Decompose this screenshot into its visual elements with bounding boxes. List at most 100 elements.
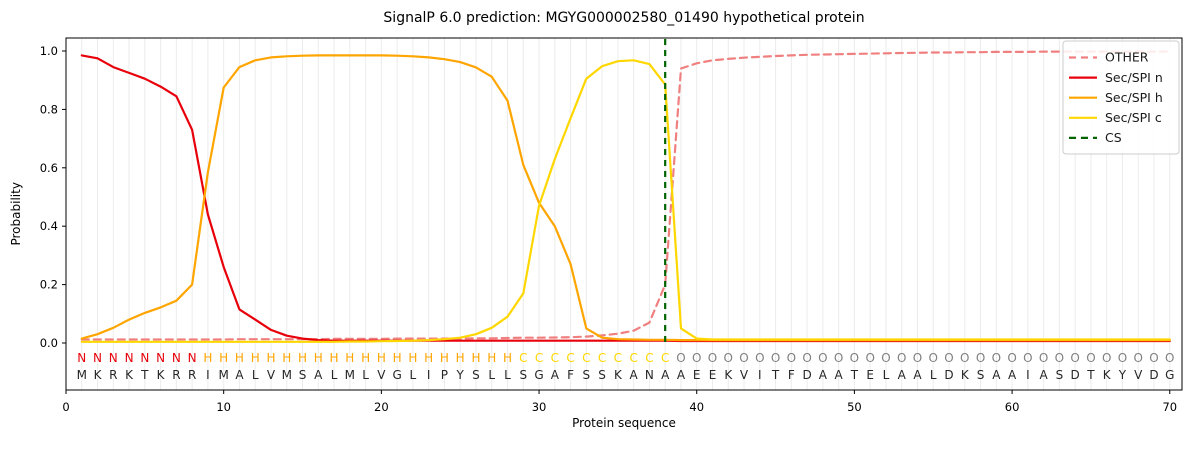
residue-letter: A <box>235 368 244 382</box>
region-letter: H <box>440 351 449 365</box>
residue-letter: F <box>567 368 574 382</box>
region-letter: C <box>598 351 606 365</box>
region-letter: O <box>755 351 764 365</box>
region-letter: H <box>251 351 260 365</box>
region-letter: C <box>614 351 622 365</box>
legend-label: CS <box>1105 130 1122 145</box>
legend-label: Sec/SPI c <box>1105 110 1162 125</box>
region-letter: H <box>361 351 370 365</box>
residue-letter: L <box>252 368 259 382</box>
x-axis-label: Protein sequence <box>572 416 676 430</box>
region-letter: O <box>834 351 843 365</box>
residue-letter: K <box>125 368 134 382</box>
region-letter: H <box>203 351 212 365</box>
region-letter: H <box>219 351 228 365</box>
region-letter: H <box>377 351 386 365</box>
residue-letter: D <box>802 368 811 382</box>
legend-label: OTHER <box>1105 50 1149 65</box>
residue-letter: A <box>913 368 922 382</box>
residue-letter: G <box>534 368 543 382</box>
residue-letter: M <box>77 368 87 382</box>
residue-letter: A <box>1040 368 1049 382</box>
region-letter: H <box>424 351 433 365</box>
region-letter: O <box>1102 351 1111 365</box>
region-letter: O <box>802 351 811 365</box>
region-letter: C <box>551 351 559 365</box>
residue-letter: M <box>219 368 229 382</box>
residue-letter: A <box>835 368 844 382</box>
y-tick-label: 0.6 <box>40 161 58 175</box>
residue-letter: S <box>519 368 527 382</box>
residue-letter: A <box>1008 368 1017 382</box>
region-letter: N <box>77 351 86 365</box>
region-letter: C <box>535 351 543 365</box>
legend-item-sec-spi-c: Sec/SPI c <box>1069 110 1162 125</box>
series-line-sec-spi-c <box>80 59 1171 343</box>
residue-letter: R <box>109 368 117 382</box>
region-letter: O <box>850 351 859 365</box>
residue-letter: I <box>206 368 210 382</box>
residue-letter: S <box>977 368 985 382</box>
residue-letter: V <box>740 368 749 382</box>
residue-letter: A <box>661 368 670 382</box>
region-letter: H <box>330 351 339 365</box>
region-letter: O <box>897 351 906 365</box>
residue-letter: K <box>94 368 103 382</box>
region-letter: H <box>235 351 244 365</box>
residue-letter: E <box>709 368 717 382</box>
region-letter: O <box>1086 351 1095 365</box>
region-letter: O <box>676 351 685 365</box>
residue-letter: I <box>427 368 431 382</box>
residue-letter: S <box>299 368 307 382</box>
residue-letter: L <box>883 368 890 382</box>
region-letter: N <box>188 351 197 365</box>
region-letter: N <box>125 351 134 365</box>
residue-letter: E <box>693 368 701 382</box>
residue-letter: D <box>1071 368 1080 382</box>
region-letter: O <box>692 351 701 365</box>
residue-letter: R <box>188 368 196 382</box>
region-letter: O <box>771 351 780 365</box>
residue-letter: S <box>1056 368 1064 382</box>
residue-letter: K <box>724 368 733 382</box>
x-tick-label: 10 <box>216 400 231 414</box>
region-letter: O <box>708 351 717 365</box>
region-letter: O <box>944 351 953 365</box>
region-letter: O <box>1055 351 1064 365</box>
series-line-other <box>80 50 1171 341</box>
series-line-sec-spi-h <box>80 54 1171 342</box>
region-letter: H <box>487 351 496 365</box>
residue-letter: N <box>645 368 654 382</box>
y-tick-label: 0.0 <box>40 336 58 350</box>
region-letter: H <box>345 351 354 365</box>
region-letter: N <box>109 351 118 365</box>
residue-letter: T <box>771 368 780 382</box>
region-letter: N <box>140 351 149 365</box>
region-letter: O <box>929 351 938 365</box>
residue-letter: Y <box>1118 368 1127 382</box>
x-tick-label: 40 <box>689 400 704 414</box>
region-letter: N <box>156 351 165 365</box>
y-tick-label: 0.2 <box>40 278 58 292</box>
residue-letter: K <box>1103 368 1112 382</box>
region-letter: H <box>298 351 307 365</box>
legend-label: Sec/SPI h <box>1105 90 1163 105</box>
residue-letter: T <box>1086 368 1095 382</box>
y-axis-label: Probability <box>9 182 23 245</box>
residue-letter: L <box>488 368 495 382</box>
region-letter: O <box>976 351 985 365</box>
axis-ticks <box>62 50 1171 394</box>
region-letter: O <box>1007 351 1016 365</box>
residue-letter: G <box>392 368 401 382</box>
residue-letter: K <box>157 368 166 382</box>
x-tick-label: 30 <box>532 400 547 414</box>
region-letter: H <box>408 351 417 365</box>
legend-item-other: OTHER <box>1069 50 1149 65</box>
residue-letter: P <box>441 368 448 382</box>
residue-letter: L <box>410 368 417 382</box>
residue-letter: L <box>930 368 937 382</box>
residue-letter: A <box>551 368 560 382</box>
region-letter: C <box>645 351 653 365</box>
region-letter: H <box>456 351 465 365</box>
region-letter: O <box>724 351 733 365</box>
